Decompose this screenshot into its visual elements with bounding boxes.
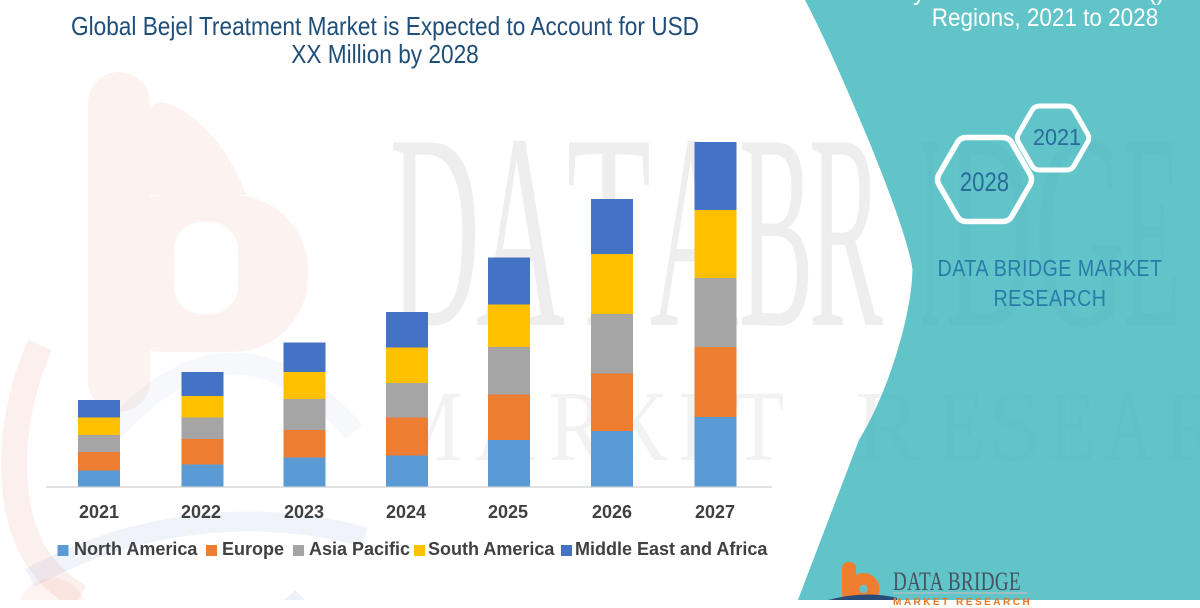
svg-text:B: B: [739, 77, 814, 385]
svg-text:T: T: [733, 371, 784, 483]
